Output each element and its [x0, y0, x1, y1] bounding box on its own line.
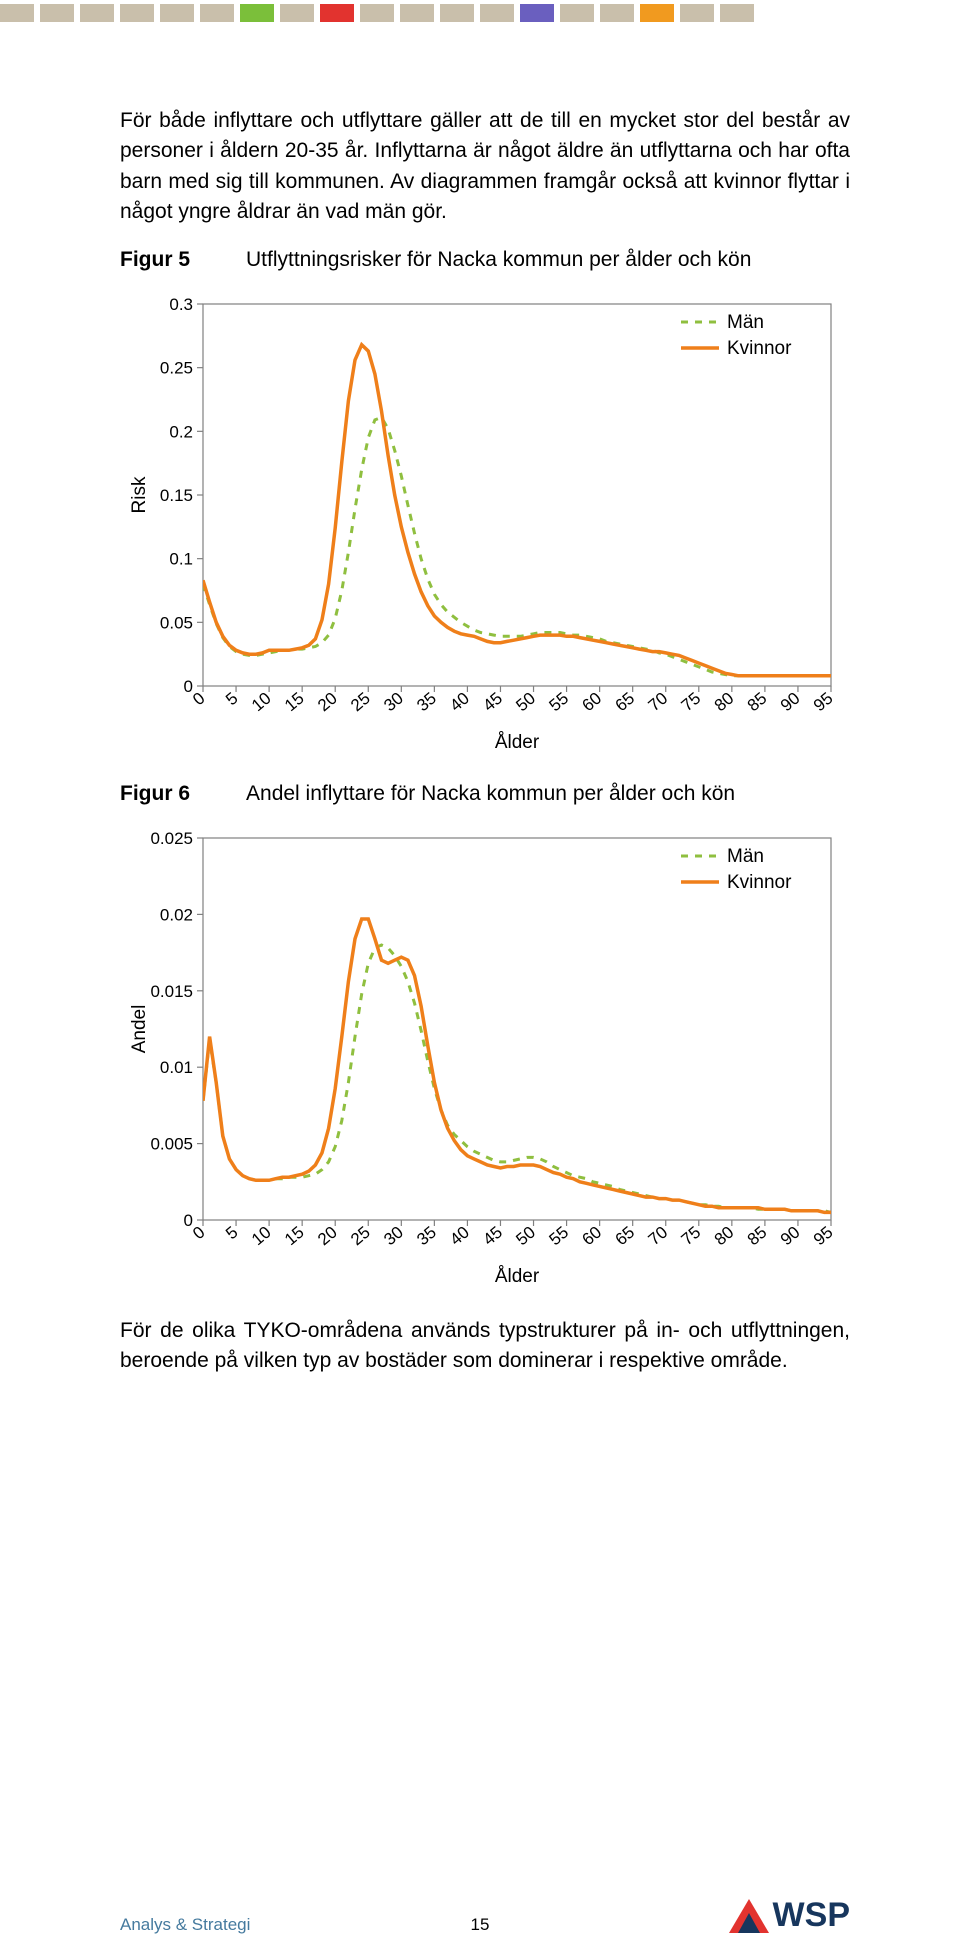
svg-text:20: 20 — [314, 1222, 341, 1249]
header-color-bar — [0, 0, 960, 36]
header-bar-segment — [720, 4, 754, 22]
svg-text:95: 95 — [810, 688, 837, 715]
svg-text:85: 85 — [744, 688, 771, 715]
svg-text:0.15: 0.15 — [160, 486, 193, 505]
svg-text:70: 70 — [645, 688, 672, 715]
svg-text:30: 30 — [380, 1222, 407, 1249]
svg-text:Män: Män — [727, 846, 764, 867]
header-bar-segment — [280, 4, 314, 22]
wsp-logo-icon — [729, 1899, 769, 1933]
svg-text:15: 15 — [281, 688, 308, 715]
svg-text:55: 55 — [545, 688, 572, 715]
svg-text:5: 5 — [222, 1222, 241, 1243]
figure6-caption: Figur 6 Andel inflyttare för Nacka kommu… — [120, 782, 850, 806]
svg-text:0.01: 0.01 — [160, 1058, 193, 1077]
figure6-label: Figur 6 — [120, 782, 190, 806]
header-bar-segment — [480, 4, 514, 22]
svg-text:0.005: 0.005 — [150, 1134, 193, 1153]
header-bar-segment — [40, 4, 74, 22]
header-bar-segment — [160, 4, 194, 22]
svg-text:55: 55 — [545, 1222, 572, 1249]
svg-text:60: 60 — [578, 688, 605, 715]
svg-text:35: 35 — [413, 1222, 440, 1249]
svg-text:40: 40 — [446, 688, 473, 715]
svg-text:45: 45 — [479, 688, 506, 715]
svg-text:90: 90 — [777, 688, 804, 715]
header-bar-segment — [320, 4, 354, 22]
header-bar-segment — [560, 4, 594, 22]
svg-text:5: 5 — [222, 688, 241, 709]
svg-text:10: 10 — [248, 1222, 275, 1249]
wsp-logo: WSP — [729, 1896, 850, 1935]
header-bar-segment — [200, 4, 234, 22]
figure6-caption-text: Andel inflyttare för Nacka kommun per ål… — [246, 782, 735, 806]
svg-text:35: 35 — [413, 688, 440, 715]
paragraph-outro: För de olika TYKO-områdena används typst… — [120, 1316, 850, 1377]
footer-page-number: 15 — [471, 1915, 490, 1935]
header-bar-segment — [440, 4, 474, 22]
svg-text:20: 20 — [314, 688, 341, 715]
header-bar-segment — [120, 4, 154, 22]
svg-text:95: 95 — [810, 1222, 837, 1249]
svg-text:0.3: 0.3 — [169, 295, 193, 314]
header-bar-segment — [600, 4, 634, 22]
svg-text:75: 75 — [678, 688, 705, 715]
svg-text:0.25: 0.25 — [160, 358, 193, 377]
svg-text:60: 60 — [578, 1222, 605, 1249]
header-bar-segment — [240, 4, 274, 22]
wsp-logo-text: WSP — [773, 1896, 850, 1935]
svg-text:Risk: Risk — [129, 476, 150, 513]
chart5-svg: 00.050.10.150.20.250.3051015202530354045… — [125, 290, 845, 760]
svg-text:0.015: 0.015 — [150, 982, 193, 1001]
svg-text:65: 65 — [612, 1222, 639, 1249]
header-bar-segment — [360, 4, 394, 22]
svg-text:Ålder: Ålder — [495, 732, 540, 753]
chart6-svg: 00.0050.010.0150.020.0250510152025303540… — [125, 824, 845, 1294]
svg-text:40: 40 — [446, 1222, 473, 1249]
svg-text:Andel: Andel — [129, 1004, 150, 1053]
chart-figure5: 00.050.10.150.20.250.3051015202530354045… — [120, 290, 850, 760]
header-bar-segment — [640, 4, 674, 22]
svg-text:Kvinnor: Kvinnor — [727, 872, 792, 893]
svg-text:30: 30 — [380, 688, 407, 715]
svg-text:0: 0 — [189, 688, 208, 709]
svg-text:10: 10 — [248, 688, 275, 715]
svg-text:65: 65 — [612, 688, 639, 715]
paragraph-intro: För både inflyttare och utflyttare gälle… — [120, 106, 850, 228]
svg-text:0.025: 0.025 — [150, 829, 193, 848]
svg-text:0.05: 0.05 — [160, 613, 193, 632]
header-bar-segment — [520, 4, 554, 22]
svg-text:0.1: 0.1 — [169, 549, 193, 568]
footer-left-text: Analys & Strategi — [120, 1915, 250, 1935]
header-bar-segment — [0, 4, 34, 22]
svg-text:80: 80 — [711, 688, 738, 715]
svg-text:90: 90 — [777, 1222, 804, 1249]
svg-text:50: 50 — [512, 1222, 539, 1249]
svg-text:25: 25 — [347, 688, 374, 715]
svg-text:80: 80 — [711, 1222, 738, 1249]
figure5-label: Figur 5 — [120, 248, 190, 272]
svg-text:Kvinnor: Kvinnor — [727, 338, 792, 359]
svg-text:Män: Män — [727, 312, 764, 333]
figure5-caption-text: Utflyttningsrisker för Nacka kommun per … — [246, 248, 751, 272]
svg-text:0: 0 — [189, 1222, 208, 1243]
svg-text:85: 85 — [744, 1222, 771, 1249]
header-bar-segment — [680, 4, 714, 22]
svg-text:75: 75 — [678, 1222, 705, 1249]
svg-text:70: 70 — [645, 1222, 672, 1249]
header-bar-segment — [80, 4, 114, 22]
svg-text:45: 45 — [479, 1222, 506, 1249]
svg-text:0.2: 0.2 — [169, 422, 193, 441]
chart-figure6: 00.0050.010.0150.020.0250510152025303540… — [120, 824, 850, 1294]
page-footer: Analys & Strategi 15 WSP — [0, 1896, 960, 1935]
svg-text:0.02: 0.02 — [160, 905, 193, 924]
svg-text:25: 25 — [347, 1222, 374, 1249]
svg-text:50: 50 — [512, 688, 539, 715]
svg-text:Ålder: Ålder — [495, 1266, 540, 1287]
header-bar-segment — [400, 4, 434, 22]
svg-text:15: 15 — [281, 1222, 308, 1249]
figure5-caption: Figur 5 Utflyttningsrisker för Nacka kom… — [120, 248, 850, 272]
